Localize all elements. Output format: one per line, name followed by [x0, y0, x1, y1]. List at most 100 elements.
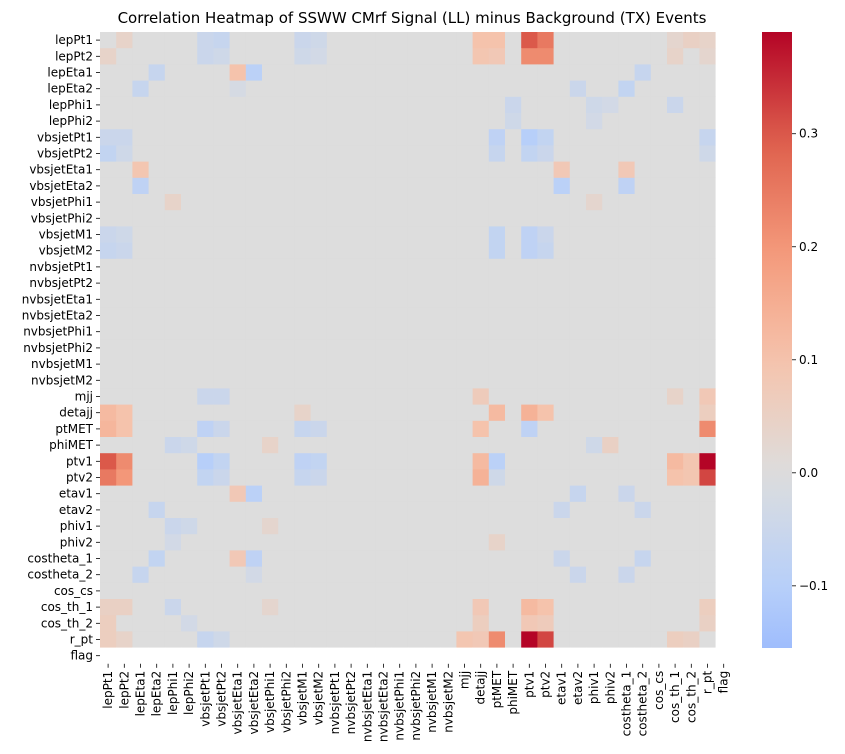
heatmap-cell	[488, 339, 506, 357]
heatmap-cell	[424, 485, 441, 503]
x-tick-label: costheta_1	[620, 671, 634, 737]
heatmap-cell	[424, 258, 441, 276]
heatmap-cell	[375, 647, 392, 665]
heatmap-cell	[699, 582, 716, 600]
heatmap-cell	[359, 339, 376, 357]
y-tick-label: vbsjetM2	[39, 244, 93, 258]
heatmap-cell	[569, 615, 587, 632]
heatmap-cell	[359, 177, 376, 195]
heatmap-cell	[229, 550, 247, 567]
heatmap-cell	[699, 194, 716, 211]
heatmap-cell	[650, 372, 668, 389]
heatmap-cell	[699, 615, 716, 632]
heatmap-cell	[537, 258, 554, 276]
heatmap-cell	[618, 210, 635, 227]
y-tick-label: vbsjetEta2	[29, 179, 93, 193]
heatmap-cell	[407, 631, 425, 648]
heatmap-cell	[586, 339, 603, 357]
heatmap-cell	[132, 339, 149, 357]
heatmap-cell	[488, 388, 506, 405]
y-tick-label: nvbsjetM1	[31, 357, 93, 371]
heatmap-cell	[521, 161, 538, 179]
heatmap-cell	[359, 96, 376, 114]
heatmap-cell	[262, 388, 279, 405]
heatmap-cell	[278, 48, 295, 65]
heatmap-cell	[245, 291, 263, 308]
heatmap-cell	[440, 194, 457, 211]
heatmap-cell	[326, 647, 344, 665]
heatmap-cell	[262, 631, 279, 648]
heatmap-cell	[553, 307, 571, 324]
heatmap-cell	[618, 258, 635, 276]
heatmap-cell	[699, 647, 716, 665]
heatmap-cell	[569, 647, 587, 665]
heatmap-cell	[683, 534, 700, 551]
heatmap-cell	[278, 404, 295, 422]
heatmap-cell	[213, 177, 230, 195]
heatmap-cell	[634, 96, 652, 114]
y-tick-label: nvbsjetPhi2	[23, 341, 93, 355]
heatmap-cell	[262, 275, 279, 292]
heatmap-cell	[650, 420, 668, 438]
heatmap-cell	[424, 615, 441, 632]
heatmap-cell	[391, 453, 409, 470]
heatmap-cell	[278, 145, 295, 162]
heatmap-cell	[602, 453, 619, 470]
heatmap-cell	[213, 372, 230, 389]
heatmap-cell	[229, 566, 247, 584]
heatmap-cell	[262, 356, 279, 373]
x-tick-label: nvbsjetM2	[441, 671, 455, 733]
heatmap-cell	[569, 372, 587, 389]
heatmap-cell	[472, 404, 490, 422]
heatmap-cell	[391, 550, 409, 567]
heatmap-cell	[456, 129, 473, 146]
heatmap-cell	[197, 291, 214, 308]
heatmap-cell	[602, 64, 619, 81]
y-tick-label: vbsjetM1	[39, 228, 93, 242]
heatmap-cell	[100, 226, 117, 243]
heatmap-cell	[213, 437, 230, 454]
heatmap-cell	[294, 647, 311, 665]
heatmap-cell	[359, 129, 376, 146]
heatmap-cell	[456, 356, 473, 373]
heatmap-cell	[262, 469, 279, 486]
heatmap-cell	[294, 485, 311, 503]
heatmap-cell	[326, 388, 344, 405]
heatmap-cell	[553, 420, 571, 438]
heatmap-cell	[116, 113, 133, 130]
heatmap-cell	[472, 518, 490, 535]
heatmap-cell	[440, 226, 457, 243]
heatmap-cell	[181, 145, 198, 162]
heatmap-cell	[537, 582, 554, 600]
heatmap-cell	[359, 566, 376, 584]
heatmap-cell	[229, 453, 247, 470]
heatmap-cell	[294, 258, 311, 276]
heatmap-cell	[359, 501, 376, 519]
heatmap-cell	[634, 242, 652, 260]
heatmap-cell	[683, 113, 700, 130]
heatmap-cell	[683, 323, 700, 341]
heatmap-cell	[602, 210, 619, 227]
heatmap-cell	[553, 226, 571, 243]
heatmap-cell	[521, 323, 538, 341]
heatmap-cell	[683, 275, 700, 292]
heatmap-cell	[116, 226, 133, 243]
heatmap-cell	[359, 485, 376, 503]
heatmap-cell	[116, 32, 133, 49]
heatmap-cell	[424, 194, 441, 211]
heatmap-cell	[245, 258, 263, 276]
heatmap-cell	[569, 356, 587, 373]
heatmap-cell	[472, 32, 490, 49]
heatmap-cell	[488, 242, 506, 260]
heatmap-cell	[424, 404, 441, 422]
colorbar-ticks: −0.10.00.10.20.3	[792, 127, 828, 593]
heatmap-cell	[634, 453, 652, 470]
heatmap-cell	[391, 339, 409, 357]
heatmap-cell	[553, 323, 571, 341]
heatmap-cell	[229, 372, 247, 389]
heatmap-cell	[310, 485, 328, 503]
heatmap-cell	[521, 242, 538, 260]
heatmap-cell	[667, 80, 684, 98]
heatmap-cell	[456, 647, 473, 665]
heatmap-cell	[181, 388, 198, 405]
